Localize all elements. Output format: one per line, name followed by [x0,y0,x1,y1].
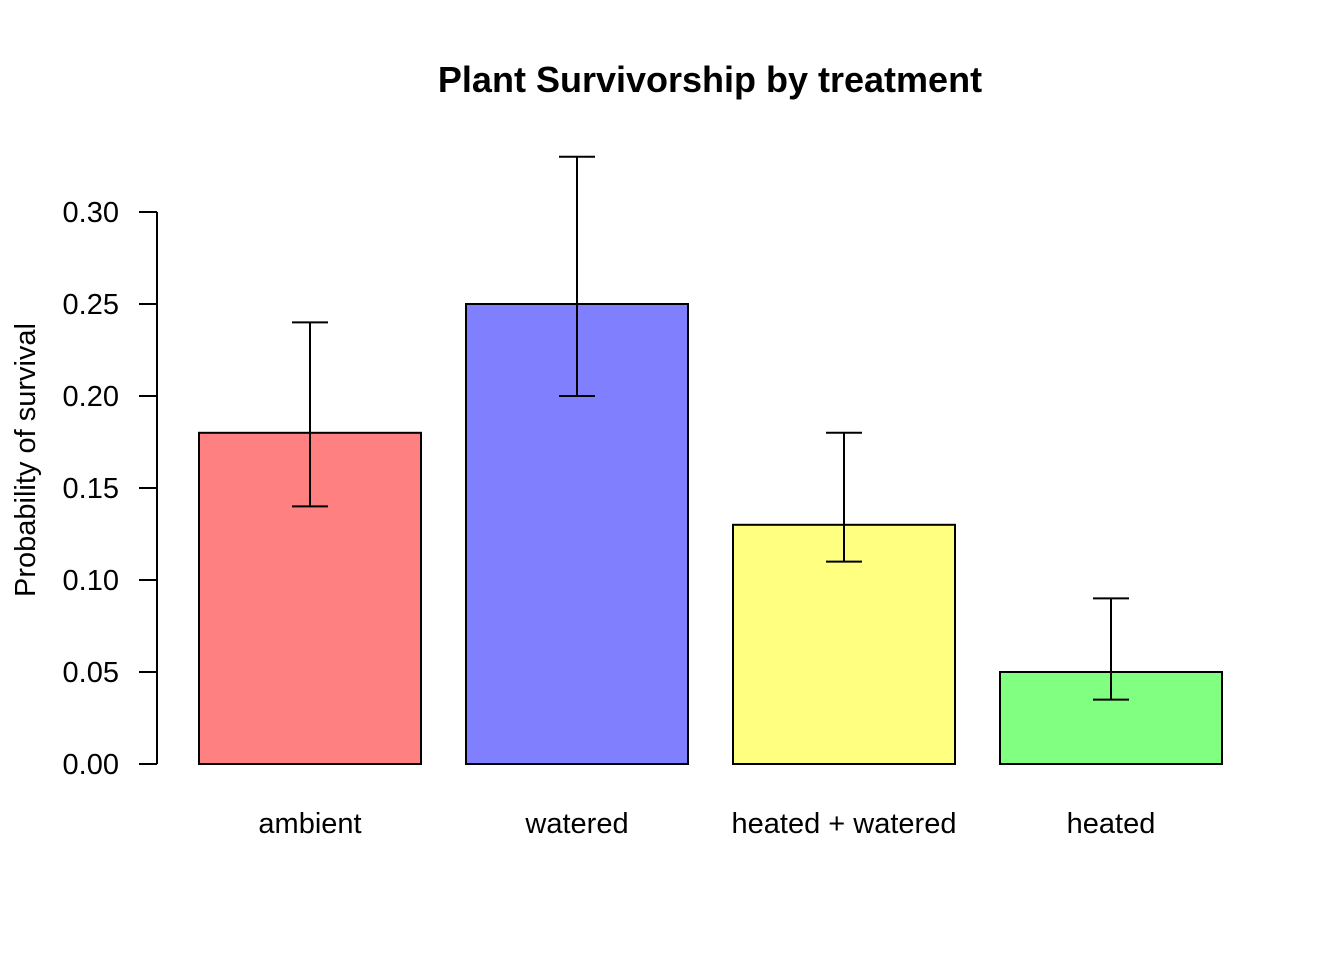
bar [732,523,956,765]
y-tick-label: 0.10 [63,565,119,597]
x-category-label: heated + watered [732,808,957,840]
y-tick-label: 0.15 [63,473,119,505]
x-category-label: watered [524,808,628,840]
y-tick-label: 0.30 [63,197,119,229]
bars-group [198,303,1223,765]
y-axis: 0.00 0.05 0.10 0.15 0.20 0.25 0.30 [63,197,158,781]
chart-title: Plant Survivorship by treatment [438,59,982,100]
y-tick-label: 0.05 [63,657,119,689]
y-tick-label: 0.25 [63,289,119,321]
x-axis-labels: ambient watered heated + watered heated [258,808,1155,840]
bar [999,671,1223,765]
error-bars-group [292,155,1129,701]
x-category-label: heated [1067,808,1156,840]
y-tick-label: 0.20 [63,381,119,413]
x-category-label: ambient [258,808,361,840]
y-axis-label: Probability of survival [10,323,42,597]
y-tick-label: 0.00 [63,749,119,781]
